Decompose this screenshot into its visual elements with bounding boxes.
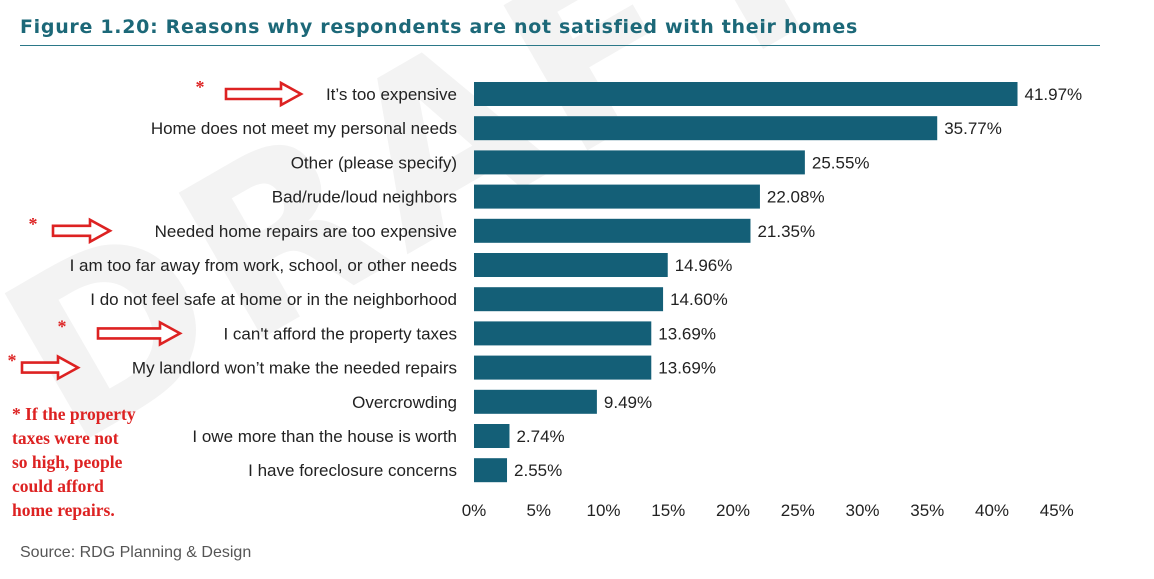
data-label: 13.69% (658, 324, 716, 343)
x-tick-label: 25% (781, 501, 815, 520)
right-arrow-icon (20, 354, 81, 381)
right-arrow-icon (224, 80, 304, 108)
asterisk-marker: * (8, 351, 17, 371)
data-label: 9.49% (604, 393, 652, 412)
x-tick-label: 30% (845, 501, 879, 520)
category-label: It’s too expensive (326, 85, 457, 104)
x-tick-label: 20% (716, 501, 750, 520)
category-label: I can't afford the property taxes (223, 324, 457, 343)
bar (474, 218, 751, 243)
category-label: Home does not meet my personal needs (151, 119, 457, 138)
bar (474, 116, 938, 141)
bar (474, 150, 805, 175)
category-label: I am too far away from work, school, or … (70, 256, 457, 275)
right-arrow-icon (96, 320, 183, 347)
asterisk-marker: * (58, 316, 67, 336)
bar (474, 355, 652, 380)
x-tick-label: 35% (910, 501, 944, 520)
data-label: 35.77% (944, 119, 1002, 138)
right-arrow-icon (51, 217, 113, 244)
category-label: Needed home repairs are too expensive (155, 222, 457, 241)
data-label: 21.35% (757, 222, 815, 241)
bar (474, 458, 508, 483)
data-label: 14.96% (675, 256, 733, 275)
x-tick-label: 40% (975, 501, 1009, 520)
data-label: 22.08% (767, 188, 825, 207)
category-label: I have foreclosure concerns (248, 461, 457, 480)
bar (474, 82, 1018, 106)
category-label: Bad/rude/loud neighbors (272, 188, 457, 207)
title-divider (20, 45, 1100, 46)
x-tick-label: 5% (526, 501, 551, 520)
asterisk-marker: * (29, 214, 38, 234)
data-label: 2.74% (516, 427, 564, 446)
data-label: 2.55% (514, 461, 562, 480)
x-tick-label: 15% (651, 501, 685, 520)
category-label: I owe more than the house is worth (192, 427, 457, 446)
bar (474, 287, 664, 312)
bar (474, 321, 652, 346)
category-label: I do not feel safe at home or in the nei… (90, 290, 457, 309)
data-label: 13.69% (658, 359, 716, 378)
x-tick-label: 0% (462, 501, 487, 520)
bar (474, 253, 668, 277)
asterisk-marker: * (196, 77, 205, 97)
figure-title: Figure 1.20: Reasons why respondents are… (20, 16, 859, 38)
bar (474, 424, 510, 448)
x-tick-label: 10% (586, 501, 620, 520)
category-label: My landlord won’t make the needed repair… (132, 359, 457, 378)
data-label: 25.55% (812, 153, 870, 172)
data-label: 14.60% (670, 290, 728, 309)
bar (474, 184, 760, 209)
annotation-note: * If the property taxes were not so high… (12, 404, 136, 520)
x-tick-label: 45% (1040, 501, 1074, 520)
data-label: 41.97% (1025, 85, 1083, 104)
category-label: Other (please specify) (291, 153, 457, 172)
category-label: Overcrowding (352, 393, 457, 412)
source-note: Source: RDG Planning & Design (20, 544, 252, 561)
bar (474, 389, 597, 414)
